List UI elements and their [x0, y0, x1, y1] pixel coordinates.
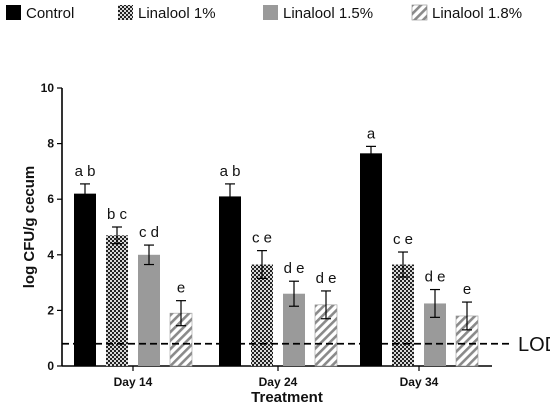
plot-area: 0 2 4 6 8 10 log CFU/g cecum a b b c c d e Day 14 a … [21, 81, 550, 406]
significance-label: b c [107, 206, 128, 223]
legend-label: Linalool 1.5% [283, 5, 373, 22]
y-tick-label: 4 [47, 248, 54, 262]
significance-label: d e [425, 269, 446, 286]
legend-swatch [6, 5, 21, 20]
bar [392, 264, 414, 366]
significance-label: a b [75, 163, 96, 180]
legend: Control Linalool 1% Linalool 1.5% Linalool … [6, 4, 522, 22]
x-tick-label: Day 34 [400, 375, 439, 389]
x-tick-label: Day 14 [114, 375, 153, 389]
y-tick-label: 2 [47, 303, 54, 317]
bar [106, 235, 128, 366]
y-tick-label: 0 [47, 359, 54, 373]
significance-label: d e [316, 270, 337, 287]
legend-label: Linalool 1% [138, 5, 216, 22]
bar [251, 264, 273, 366]
lod-label: LOD [518, 334, 550, 356]
significance-label: c d [139, 224, 159, 241]
bar [283, 293, 305, 366]
significance-label: e [463, 281, 471, 298]
legend-item: Linalool 1.8% [411, 4, 522, 22]
significance-label: c e [252, 230, 272, 247]
y-tick-label: 10 [41, 81, 55, 95]
bar [219, 196, 241, 366]
bar [360, 153, 382, 366]
legend-item: Linalool 1.5% [263, 5, 373, 22]
legend-item: Linalool 1% [118, 5, 216, 22]
x-tick-label: Day 24 [259, 375, 298, 389]
significance-label: a [367, 125, 376, 142]
legend-item: Control [6, 5, 74, 22]
y-tick-label: 6 [47, 192, 54, 206]
significance-label: d e [284, 260, 305, 277]
bar [74, 193, 96, 366]
y-tick-label: 8 [47, 137, 54, 151]
x-axis-title: Treatment [251, 389, 323, 406]
legend-label: Linalool 1.8% [432, 5, 522, 22]
legend-swatch [263, 5, 278, 20]
significance-label: e [177, 280, 185, 297]
significance-label: a b [220, 163, 241, 180]
bar [424, 303, 446, 366]
bar [138, 254, 160, 366]
legend-swatch [411, 4, 428, 21]
significance-label: c e [393, 231, 413, 248]
legend-swatch [118, 5, 133, 20]
y-axis-title: log CFU/g cecum [21, 166, 38, 289]
legend-label: Control [26, 5, 74, 22]
